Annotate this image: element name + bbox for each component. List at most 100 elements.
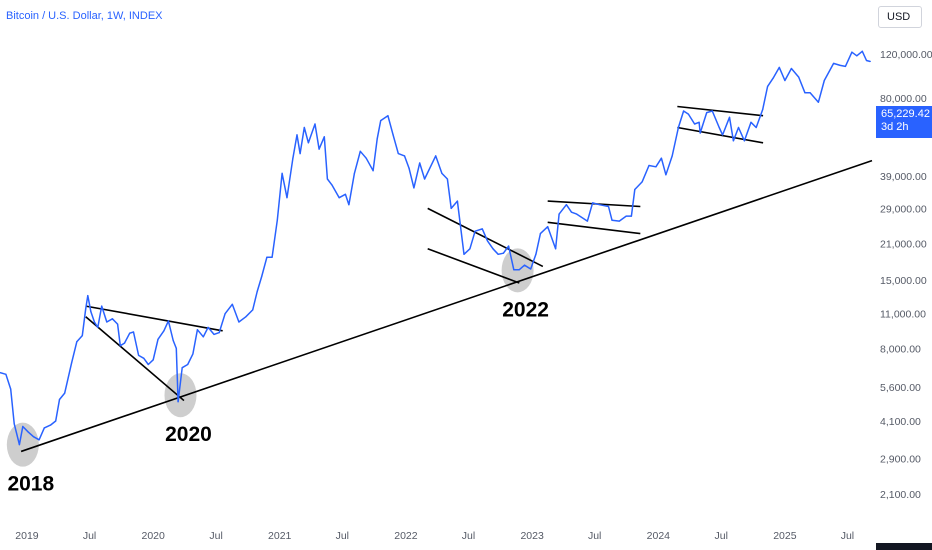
price-point bbox=[851, 51, 853, 53]
price-point bbox=[523, 264, 526, 266]
price-point bbox=[456, 200, 459, 202]
x-tick-label: Jul bbox=[588, 530, 601, 542]
price-point bbox=[497, 253, 499, 255]
price-point bbox=[87, 294, 89, 297]
price-point bbox=[861, 50, 863, 52]
price-point bbox=[307, 142, 310, 144]
price-point bbox=[772, 77, 774, 79]
x-tick-label: Jul bbox=[83, 530, 96, 542]
price-point bbox=[70, 362, 73, 364]
price-point bbox=[833, 62, 835, 65]
y-tick-label: 8,000.00 bbox=[880, 343, 921, 355]
price-point bbox=[32, 436, 35, 438]
time-axis[interactable]: 2019 Jul 2020 Jul 2021 Jul 2022 Jul 2023 Jul 2024 J… bbox=[15, 530, 854, 542]
x-tick-label: 2023 bbox=[520, 530, 544, 542]
price-point bbox=[167, 320, 169, 322]
price-point bbox=[138, 354, 140, 356]
price-point bbox=[392, 134, 394, 136]
price-point bbox=[722, 134, 724, 136]
price-point bbox=[423, 178, 426, 180]
bar-countdown: 3d 2h bbox=[881, 121, 909, 133]
price-badge: 65,229.42 3d 2h bbox=[876, 106, 932, 138]
x-tick-label: Jul bbox=[336, 530, 349, 542]
year-labels: 2018 2020 2022 bbox=[7, 298, 548, 495]
price-point bbox=[163, 330, 165, 332]
price-point bbox=[823, 79, 825, 82]
price-point bbox=[535, 253, 537, 255]
price-point bbox=[187, 363, 189, 366]
price-point bbox=[728, 116, 731, 118]
price-point bbox=[314, 123, 316, 125]
price-point bbox=[565, 204, 567, 206]
price-point bbox=[618, 220, 620, 222]
price-point bbox=[299, 152, 301, 155]
price-point bbox=[694, 123, 696, 125]
y-tick-label: 29,000.00 bbox=[880, 203, 927, 215]
price-point bbox=[755, 126, 757, 129]
price-point bbox=[648, 164, 650, 167]
price-point bbox=[129, 332, 131, 334]
price-point bbox=[106, 321, 108, 323]
price-point bbox=[665, 174, 667, 176]
price-point bbox=[18, 444, 20, 446]
price-point bbox=[111, 318, 113, 320]
price-point bbox=[809, 92, 811, 94]
price-point bbox=[181, 367, 183, 369]
y-tick-label: 15,000.00 bbox=[880, 275, 927, 287]
price-point bbox=[238, 321, 240, 323]
price-point bbox=[43, 427, 45, 429]
price-point bbox=[271, 256, 273, 258]
currency-selector[interactable]: USD bbox=[878, 6, 922, 28]
price-point bbox=[844, 65, 846, 68]
price-point bbox=[766, 85, 769, 88]
price-point bbox=[380, 120, 382, 122]
x-tick-label: Jul bbox=[209, 530, 222, 542]
x-tick-label: 2020 bbox=[141, 530, 165, 542]
price-point bbox=[116, 323, 119, 325]
y-tick-label: 80,000.00 bbox=[880, 93, 927, 105]
price-point bbox=[804, 92, 806, 94]
y-tick-label: 2,100.00 bbox=[880, 489, 921, 501]
price-point bbox=[76, 341, 78, 343]
price-point bbox=[196, 329, 199, 331]
pattern-trend-line bbox=[85, 305, 223, 332]
price-point bbox=[502, 252, 505, 254]
price-point bbox=[446, 178, 449, 180]
x-tick-label: 2025 bbox=[773, 530, 797, 542]
price-point bbox=[101, 305, 103, 307]
price-point bbox=[22, 425, 24, 428]
price-point bbox=[611, 219, 613, 221]
y-tick-label: 120,000.00 bbox=[880, 49, 932, 61]
price-point bbox=[413, 187, 415, 189]
price-point bbox=[192, 353, 194, 355]
support-trend-line bbox=[20, 159, 873, 453]
price-point bbox=[58, 398, 61, 401]
price-point bbox=[403, 155, 406, 157]
price-point bbox=[132, 331, 135, 333]
year-label: 2022 bbox=[502, 298, 549, 321]
price-point bbox=[492, 248, 494, 250]
scrollbar[interactable] bbox=[876, 543, 932, 550]
price-point bbox=[344, 193, 347, 195]
price-point bbox=[338, 197, 340, 199]
price-point bbox=[558, 213, 560, 215]
price-point bbox=[175, 347, 177, 349]
price-point bbox=[630, 215, 632, 217]
price-point bbox=[27, 431, 29, 433]
price-point bbox=[718, 126, 720, 129]
price-point bbox=[348, 204, 350, 206]
y-tick-label: 21,000.00 bbox=[880, 238, 927, 250]
price-point bbox=[474, 230, 476, 232]
x-tick-label: 2021 bbox=[268, 530, 292, 542]
price-point bbox=[245, 316, 247, 318]
price-point bbox=[865, 59, 868, 62]
price-axis[interactable]: 120,000.00 80,000.00 39,000.00 29,000.00 21,… bbox=[880, 49, 932, 501]
price-point bbox=[90, 311, 92, 313]
pattern-trend-line bbox=[547, 221, 641, 235]
year-label: 2018 bbox=[7, 473, 54, 496]
price-point bbox=[231, 303, 233, 305]
price-point bbox=[607, 205, 610, 208]
x-tick-label: Jul bbox=[841, 530, 854, 542]
price-point bbox=[750, 121, 752, 123]
